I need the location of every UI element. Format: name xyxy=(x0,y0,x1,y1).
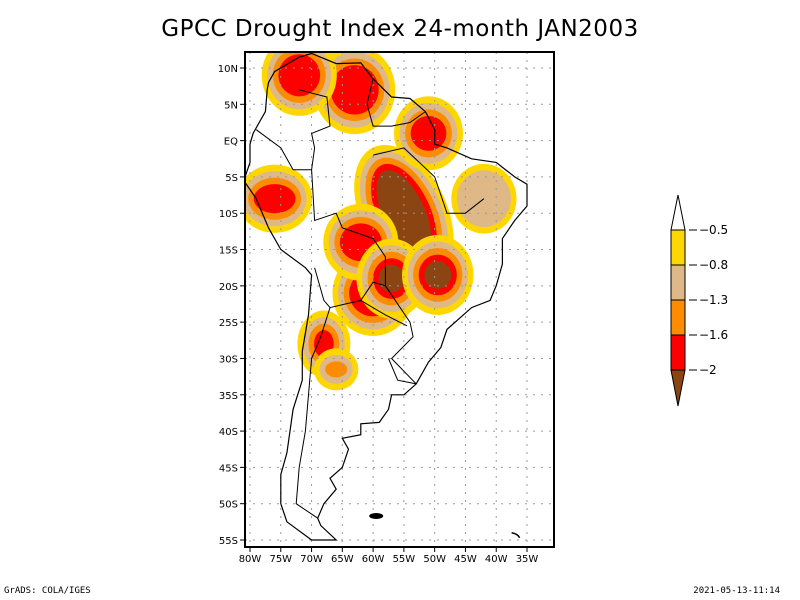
legend-swatch xyxy=(671,335,685,370)
legend-swatch xyxy=(671,265,685,300)
contour-level-5 xyxy=(379,265,405,293)
falkland-islands xyxy=(369,513,383,519)
lon-tick-label: 70W xyxy=(300,554,323,565)
lat-tick-label: 5N xyxy=(224,100,238,111)
drought-area-northeast-brazil xyxy=(451,164,516,234)
timestamp: 2021-05-13-11:14 xyxy=(693,586,780,596)
lat-tick-label: 40S xyxy=(219,427,238,438)
lon-tick-label: 40W xyxy=(485,554,508,565)
legend-swatch xyxy=(671,230,685,265)
grads-credit: GrADS: COLA/IGES xyxy=(4,586,91,596)
contour-level-4 xyxy=(331,65,379,114)
south-georgia-island xyxy=(512,533,520,538)
country-border xyxy=(256,130,293,170)
lat-tick-label: 15S xyxy=(219,246,238,257)
lat-tick-label: 45S xyxy=(219,463,238,474)
legend-label: −0.5 xyxy=(699,223,728,237)
legend-triangle-bottom xyxy=(671,370,685,406)
color-legend: −0.5 −0.8 −1.3 −1.6 −2 xyxy=(671,195,728,406)
lon-tick-label: 75W xyxy=(269,554,292,565)
lon-tick-label: 55W xyxy=(393,554,416,565)
legend-label: −0.8 xyxy=(699,258,728,272)
lat-tick-label: 10N xyxy=(218,64,238,75)
legend-label: −1.6 xyxy=(699,328,728,342)
contour-level-2 xyxy=(457,170,511,227)
lat-tick-label: 35S xyxy=(219,391,238,402)
contour-level-5 xyxy=(424,261,451,289)
lat-tick-label: 20S xyxy=(219,282,238,293)
lat-tick-label: 25S xyxy=(219,318,238,329)
legend-label: −2 xyxy=(699,363,717,377)
legend-label: −1.3 xyxy=(699,293,728,307)
lon-tick-label: 60W xyxy=(362,554,385,565)
lat-tick-label: 5S xyxy=(225,173,238,184)
legend-triangle-top xyxy=(671,195,685,230)
lon-tick-label: 80W xyxy=(239,554,262,565)
drought-field-layer xyxy=(237,35,516,391)
legend-swatch xyxy=(671,300,685,335)
lon-tick-label: 65W xyxy=(331,554,354,565)
lon-tick-label: 50W xyxy=(423,554,446,565)
lon-tick-label: 35W xyxy=(516,554,539,565)
lat-tick-label: 30S xyxy=(219,354,238,365)
drought-area-goias-east xyxy=(402,235,473,315)
contour-level-3 xyxy=(325,361,347,377)
lat-tick-label: 50S xyxy=(219,500,238,511)
lat-tick-label: EQ xyxy=(224,137,238,148)
drought-area-peru-north xyxy=(237,165,312,233)
lat-tick-label: 55S xyxy=(219,536,238,547)
lon-tick-label: 45W xyxy=(454,554,477,565)
drought-area-argentina-central xyxy=(314,348,358,390)
drought-map: 10N 5N EQ 5S 10S 15S 20S 25S 30S 35S 40S 45S 50S 55S8… xyxy=(0,0,800,600)
lat-tick-label: 10S xyxy=(219,209,238,220)
